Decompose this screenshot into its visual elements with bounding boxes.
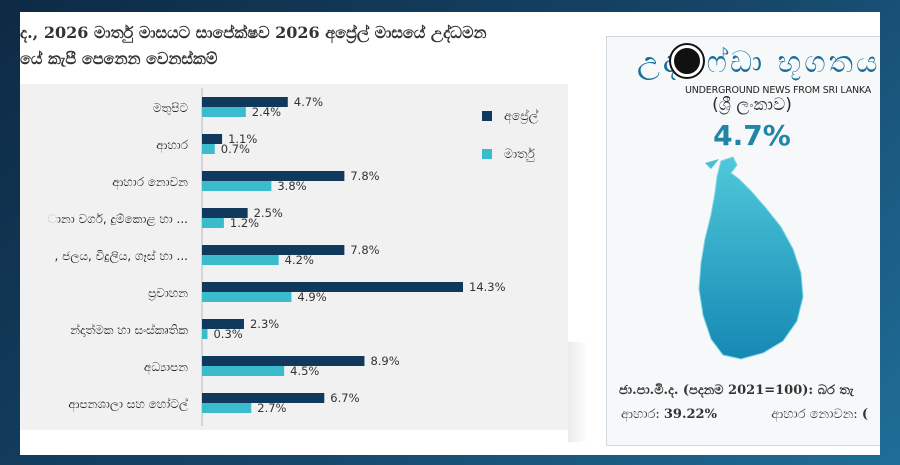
eye-logo-icon <box>671 45 703 77</box>
data-label: 6.7% <box>330 391 359 405</box>
bar-april <box>202 319 244 329</box>
data-label: 1.2% <box>230 216 259 230</box>
food-value: 39.22% <box>663 407 717 422</box>
data-label: 0.3% <box>213 327 242 341</box>
data-label: 2.3% <box>250 317 279 331</box>
chart-shadow <box>568 342 588 442</box>
data-label: 4.7% <box>294 95 323 109</box>
data-label: 2.5% <box>254 206 283 220</box>
brand-tagline: UNDERGROUND NEWS FROM SRI LANKA <box>685 85 872 96</box>
data-label: 14.3% <box>469 280 506 294</box>
category-label: න්දාත්මක හා සංස්කෘතික <box>70 323 188 337</box>
bar-march <box>202 329 208 339</box>
bar-march <box>202 107 246 117</box>
data-label: 1.1% <box>228 132 257 146</box>
bar-march <box>202 366 285 376</box>
infographic-card: ද., 2026 මාර්තු මාසයට සාපේක්ෂව 2026 අප්‍… <box>20 12 880 455</box>
data-label: 2.4% <box>252 105 281 119</box>
bar-march <box>202 218 224 228</box>
side-panel: උද්‍ය ෆ්ඩා භූගතය ® UNDERGROUND NEWS FROM… <box>606 36 880 446</box>
legend-swatch-march <box>482 149 492 159</box>
data-label: 4.9% <box>297 290 326 304</box>
data-label: 4.2% <box>285 253 314 267</box>
bar-april <box>202 134 223 144</box>
data-label: 7.8% <box>350 243 379 257</box>
bar-chart: මතුපිට 4.7% 2.4% ආහාර 1.1%0.7% ආහාර නොවන 7.8% 3… <box>48 88 506 426</box>
legend-label-april: අප්‍රේල් <box>504 108 539 123</box>
title-line-2: යේ කැපී පෙනෙන වෙනස්කම් <box>20 49 218 68</box>
bar-april <box>202 245 345 255</box>
category-label: ආහාර <box>156 138 188 153</box>
chart-title: ද., 2026 මාර්තු මාසයට සාපේක්ෂව 2026 අප්‍… <box>20 20 580 72</box>
category-label: මතුපිට <box>153 101 188 115</box>
category-label: අධ්‍යාපන <box>144 360 188 375</box>
nonfood-label: ආහාර නොවන: <box>771 407 858 422</box>
bar-march <box>202 144 215 154</box>
bar-april <box>202 393 325 403</box>
bar-april <box>202 282 463 292</box>
bar-april <box>202 171 345 181</box>
weights-line: ආහාර: 39.22% ආහාර නොවන: ( <box>621 407 880 422</box>
nonfood-value: ( <box>861 407 868 422</box>
headline-value: 4.7% <box>713 119 791 152</box>
data-label: 3.8% <box>277 179 306 193</box>
legend-label-march: මාර්තු <box>504 146 535 161</box>
index-base-line: ජා.පා.මි.ද. (පදනම 2021=100): බර තැ <box>619 383 854 398</box>
sri-lanka-map-icon <box>698 156 804 360</box>
data-label: 7.8% <box>350 169 379 183</box>
bar-march <box>202 292 292 302</box>
category-label: ප්‍රවාහන <box>148 286 188 301</box>
data-label: 8.9% <box>370 354 399 368</box>
legend-item-april: අප්‍රේල් <box>482 108 538 124</box>
title-line-1: ද., 2026 මාර්තු මාසයට සාපේක්ෂව 2026 අප්‍… <box>20 23 487 42</box>
category-label: ආහාර නොවන <box>112 175 188 190</box>
bar-march <box>202 255 279 265</box>
legend-swatch-april <box>482 111 492 121</box>
bar-april <box>202 208 248 218</box>
data-label: 0.7% <box>221 142 250 156</box>
bar-april <box>202 356 365 366</box>
country-label: (ශ්‍රී ලංකාව) <box>712 95 792 115</box>
data-label: 2.7% <box>257 401 286 415</box>
chart-background <box>20 84 568 430</box>
bar-march <box>202 403 252 413</box>
category-label: ානා වර්ග, දුම්කොළ හා ... <box>48 212 188 227</box>
category-label: , ජලය, විදුලිය, ගෑස් හා ... <box>54 249 188 264</box>
food-label: ආහාර: <box>621 407 660 422</box>
data-label: 4.5% <box>290 364 319 378</box>
bar-march <box>202 181 272 191</box>
legend: අප්‍රේල් මාර්තු <box>482 108 538 184</box>
bar-april <box>202 97 288 107</box>
legend-item-march: මාර්තු <box>482 146 538 162</box>
category-label: ආපනශාලා සහ හෝටල් <box>68 397 188 412</box>
